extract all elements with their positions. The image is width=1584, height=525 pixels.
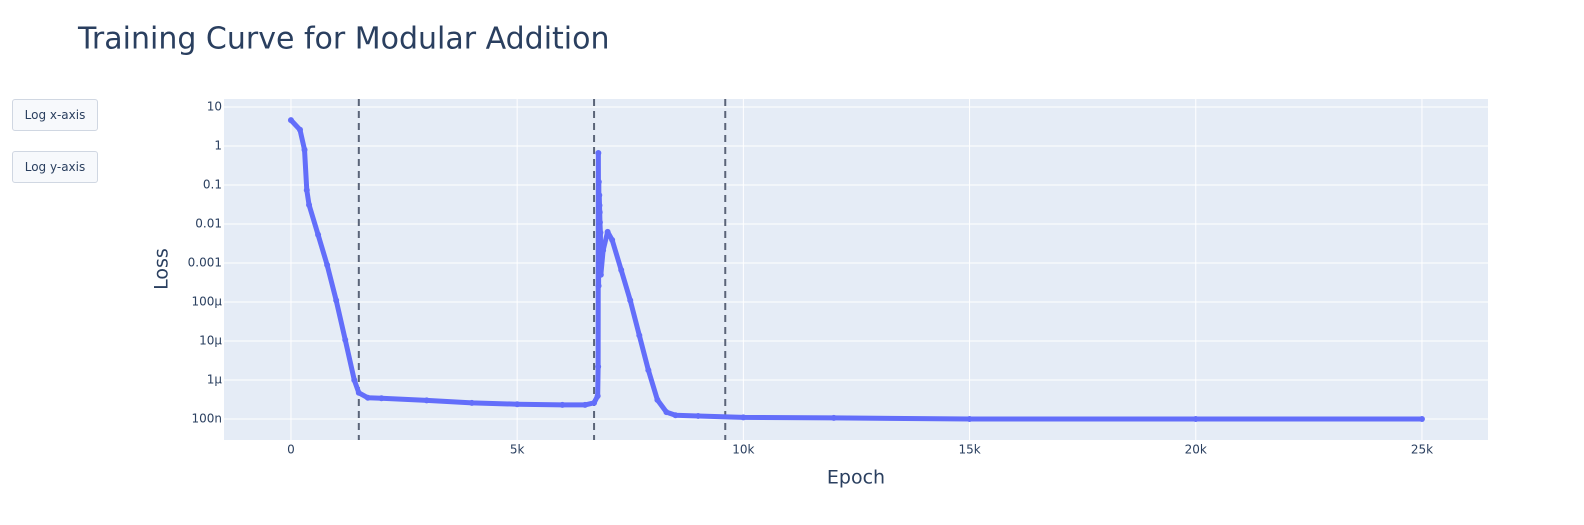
y-tick-label: 100n [191, 412, 222, 426]
x-tick-label: 10k [732, 443, 754, 457]
loss-point [966, 416, 973, 423]
loss-point [594, 392, 601, 399]
loss-point [355, 389, 362, 396]
x-tick-label: 5k [510, 443, 525, 457]
x-tick-label: 0 [287, 443, 295, 457]
loss-point [740, 414, 747, 421]
loss-point [333, 297, 340, 304]
loss-point [595, 282, 602, 289]
loss-point [627, 297, 634, 304]
y-tick-label: 10μ [199, 334, 222, 348]
loss-point [1418, 416, 1425, 423]
y-axis-title: Loss [151, 248, 173, 290]
loss-point [301, 146, 308, 153]
x-tick-label: 20k [1185, 443, 1207, 457]
loss-point [654, 396, 661, 403]
log-y-button[interactable]: Log y-axis [12, 151, 98, 183]
x-tick-label: 15k [958, 443, 980, 457]
loss-point [315, 231, 322, 238]
log-x-button[interactable]: Log x-axis [12, 99, 98, 131]
loss-point [351, 377, 358, 384]
loss-point [645, 367, 652, 374]
y-tick-label: 10 [207, 99, 222, 113]
loss-point [595, 178, 602, 185]
chart-title: Training Curve for Modular Addition [77, 22, 610, 57]
loss-point [514, 401, 521, 408]
loss-point [591, 399, 598, 406]
y-tick-label: 0.001 [188, 255, 222, 269]
loss-point [609, 236, 616, 243]
loss-point [596, 219, 603, 226]
loss-point [559, 401, 566, 408]
loss-point [695, 412, 702, 419]
loss-point [600, 247, 607, 254]
loss-point [596, 192, 603, 199]
x-tick-label: 25k [1411, 443, 1433, 457]
y-tick-label: 0.1 [203, 177, 222, 191]
loss-point [287, 117, 294, 124]
loss-point [364, 394, 371, 401]
loss-point [596, 202, 603, 209]
loss-point [342, 336, 349, 343]
loss-point [378, 395, 385, 402]
x-axis-title: Epoch [827, 467, 885, 489]
loss-point [324, 261, 331, 268]
y-tick-label: 100μ [191, 295, 222, 309]
loss-point [306, 201, 313, 208]
loss-point [595, 363, 602, 370]
loss-point [596, 267, 603, 274]
plot-background [224, 99, 1488, 440]
loss-point [597, 229, 604, 236]
loss-point [468, 399, 475, 406]
loss-point [672, 412, 679, 419]
loss-point [618, 267, 625, 274]
loss-point [595, 150, 602, 157]
loss-point [582, 401, 589, 408]
loss-point [663, 409, 670, 416]
loss-point [423, 397, 430, 404]
loss-point [596, 209, 603, 216]
loss-point [636, 332, 643, 339]
loss-point [604, 228, 611, 235]
y-tick-label: 0.01 [195, 216, 222, 230]
y-tick-label: 1 [214, 138, 222, 152]
loss-point [830, 414, 837, 421]
loss-point [1192, 416, 1199, 423]
loss-point [597, 271, 604, 278]
loss-point [303, 187, 310, 194]
loss-point [297, 126, 304, 133]
y-tick-label: 1μ [207, 373, 223, 387]
